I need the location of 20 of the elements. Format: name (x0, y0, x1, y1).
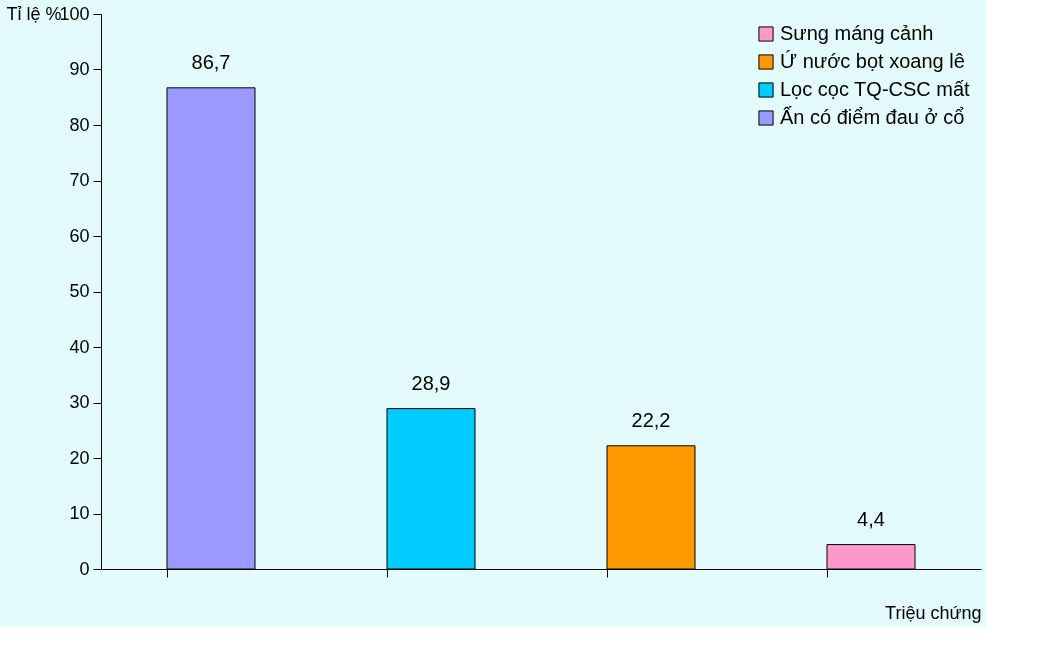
y-tick-label: 40 (69, 336, 90, 357)
legend-label: Sưng máng cảnh (780, 22, 934, 44)
data-label: 86,7 (191, 50, 231, 73)
y-tick-label: 20 (69, 447, 90, 468)
y-tick-label: 0 (79, 558, 90, 579)
data-label: 4,4 (857, 507, 885, 530)
y-tick-label: 80 (69, 114, 90, 135)
y-tick-label: 60 (69, 225, 90, 246)
legend-label: Ấn có điểm đau ở cổ (780, 106, 965, 128)
y-axis-title: Tỉ lệ % (6, 3, 62, 24)
data-label: 28,9 (411, 371, 451, 394)
y-tick-label: 10 (69, 503, 90, 523)
y-tick-label: 30 (69, 392, 90, 412)
data-label: 22,2 (631, 408, 671, 431)
x-axis-title: Triệu chứng (885, 602, 982, 623)
legend-label: Ứ nước bọt xoang lê (780, 50, 965, 72)
y-tick-label: 90 (69, 59, 90, 79)
y-tick-label: 50 (69, 281, 90, 301)
y-tick-label: 70 (69, 170, 90, 190)
legend-label: Lọc cọc TQ-CSC mất (780, 78, 971, 100)
